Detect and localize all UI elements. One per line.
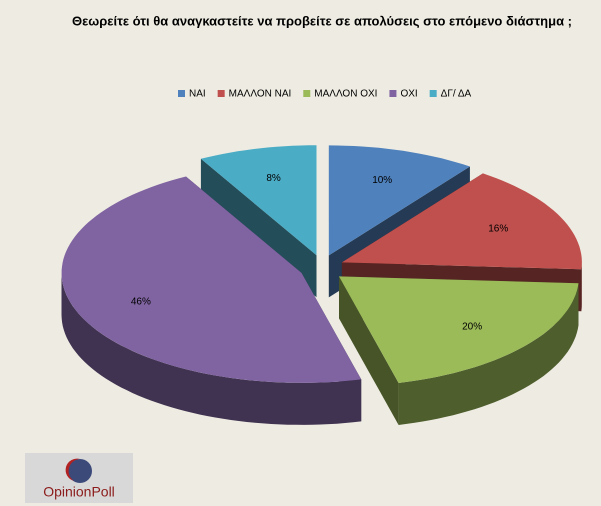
slice <box>328 145 470 256</box>
data-label: 20% <box>462 322 482 333</box>
data-label: 16% <box>488 223 508 234</box>
slice <box>339 276 579 383</box>
pie: 10% 16% 20% 46% 8% <box>61 145 582 425</box>
data-label: 46% <box>131 297 151 308</box>
slice <box>61 176 362 383</box>
slice-wall <box>581 262 582 312</box>
data-label: 8% <box>266 173 281 184</box>
legend-swatch <box>389 90 397 97</box>
legend-swatch <box>303 90 311 97</box>
legend: ΝΑΙ ΜΑΛΛΟΝ ΝΑΙ ΜΑΛΛΟΝ ΟΧΙ ΟΧΙ ΔΓ/ ΔΑ <box>178 89 472 100</box>
data-label: 10% <box>372 175 392 186</box>
slice <box>200 145 317 256</box>
legend-label: ΔΓ/ ΔΑ <box>441 89 472 100</box>
legend-label: ΝΑΙ <box>189 89 206 100</box>
slice-side <box>339 276 399 425</box>
legend-swatch <box>429 90 437 97</box>
logo-circle <box>68 459 92 483</box>
logo: OpinionPoll <box>25 453 133 503</box>
legend-label: ΜΑΛΛΟΝ ΝΑΙ <box>229 89 292 100</box>
legend-label: ΜΑΛΛΟΝ ΟΧΙ <box>314 89 377 100</box>
slice-wall <box>61 272 362 425</box>
legend-label: ΟΧΙ <box>400 89 417 100</box>
slice-wall <box>398 283 579 425</box>
logo-text: OpinionPoll <box>43 484 115 500</box>
logo-swoosh <box>65 458 80 481</box>
legend-swatch <box>178 90 185 97</box>
slice <box>341 173 582 270</box>
chart-title: Θεωρείτε ότι θα αναγκαστείτε να προβείτε… <box>72 13 572 28</box>
legend-swatch <box>217 90 225 97</box>
